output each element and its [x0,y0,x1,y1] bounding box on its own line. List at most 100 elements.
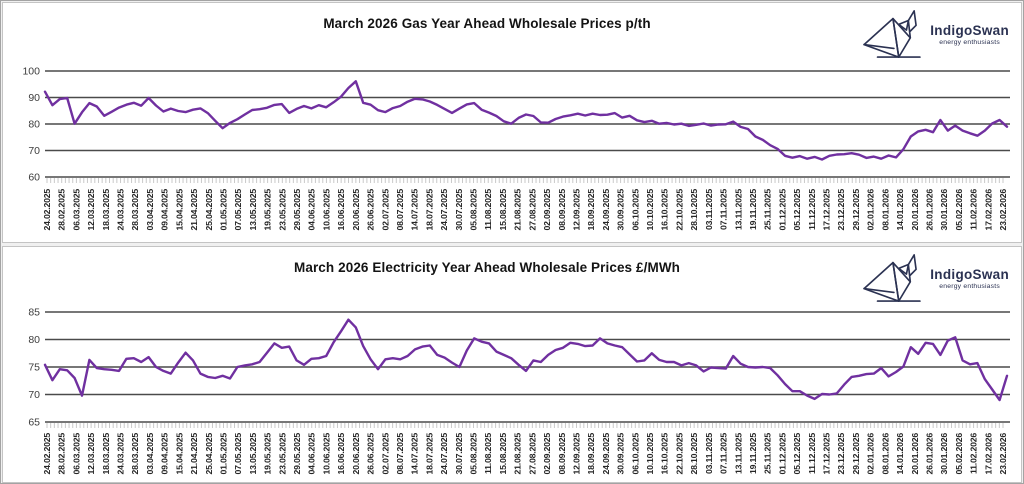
svg-text:09.04.2025: 09.04.2025 [160,189,170,231]
svg-text:16.10.2025: 16.10.2025 [660,433,670,475]
indigoswan-logo: IndigoSwan energy enthusiasts [861,252,1009,304]
svg-text:19.11.2025: 19.11.2025 [748,189,758,230]
y-gridlines [45,311,1010,423]
svg-text:19.11.2025: 19.11.2025 [748,433,758,474]
svg-text:11.02.2026: 11.02.2026 [969,189,979,230]
svg-text:05.02.2026: 05.02.2026 [954,433,964,475]
x-axis-labels: 24.02.2025 28.02.2025 06.03.2025 12.03.2025… [42,433,1008,475]
svg-text:21.08.2025: 21.08.2025 [513,189,523,231]
svg-text:12.03.2025: 12.03.2025 [86,189,96,231]
svg-text:26.06.2025: 26.06.2025 [366,189,376,231]
brand-tagline: energy enthusiasts [939,38,1000,46]
svg-text:05.08.2025: 05.08.2025 [469,189,479,231]
svg-text:02.09.2025: 02.09.2025 [542,433,552,475]
svg-text:27.08.2025: 27.08.2025 [527,189,537,231]
svg-text:18.03.2025: 18.03.2025 [101,433,111,475]
svg-text:11.08.2025: 11.08.2025 [483,433,493,474]
gas-chart-title: March 2026 Gas Year Ahead Wholesale Pric… [323,16,651,31]
svg-text:10.06.2025: 10.06.2025 [321,433,331,475]
svg-text:11.02.2026: 11.02.2026 [969,433,979,474]
svg-text:28.10.2025: 28.10.2025 [689,189,699,231]
svg-text:30.09.2025: 30.09.2025 [616,433,626,475]
svg-text:18.07.2025: 18.07.2025 [424,189,434,231]
svg-text:16.10.2025: 16.10.2025 [660,189,670,231]
electricity-chart-panel: 85 80 75 70 65 24.02.2025 28.02.2025 06.03.2025… [2,246,1022,483]
svg-text:24.03.2025: 24.03.2025 [116,189,126,231]
svg-text:20.06.2025: 20.06.2025 [351,433,361,475]
x-tick-strip [46,423,1004,428]
svg-text:01.05.2025: 01.05.2025 [218,433,228,475]
svg-text:24.02.2025: 24.02.2025 [42,189,52,231]
svg-text:26.01.2026: 26.01.2026 [924,189,934,231]
svg-text:10.06.2025: 10.06.2025 [321,189,331,231]
svg-text:30.07.2025: 30.07.2025 [454,189,464,231]
swan-icon [863,10,921,58]
svg-text:28.02.2025: 28.02.2025 [57,433,67,475]
svg-text:22.10.2025: 22.10.2025 [674,433,684,475]
gas-chart-panel: 100 90 80 70 60 24.02.2025 28.02.2025 06.03.202… [2,2,1022,243]
svg-text:04.06.2025: 04.06.2025 [307,189,317,231]
brand-text: IndigoSwan energy enthusiasts [930,267,1009,290]
svg-text:23.02.2026: 23.02.2026 [998,433,1008,475]
svg-text:24.07.2025: 24.07.2025 [439,189,449,231]
svg-text:13.11.2025: 13.11.2025 [733,433,743,474]
svg-text:18.09.2025: 18.09.2025 [586,189,596,231]
y-gridlines [45,70,1010,178]
svg-text:06.10.2025: 06.10.2025 [630,189,640,231]
svg-text:85: 85 [28,307,40,319]
svg-text:100: 100 [22,66,40,78]
svg-text:24.09.2025: 24.09.2025 [601,189,611,231]
svg-text:03.04.2025: 03.04.2025 [145,433,155,475]
svg-text:10.10.2025: 10.10.2025 [645,433,655,475]
svg-text:26.01.2026: 26.01.2026 [924,433,934,475]
svg-text:21.04.2025: 21.04.2025 [189,433,199,475]
svg-text:28.03.2025: 28.03.2025 [130,189,140,231]
svg-text:20.01.2026: 20.01.2026 [910,189,920,231]
svg-text:02.09.2025: 02.09.2025 [542,189,552,231]
svg-text:25.11.2025: 25.11.2025 [763,189,773,230]
svg-text:18.09.2025: 18.09.2025 [586,433,596,475]
svg-text:30.07.2025: 30.07.2025 [454,433,464,475]
electricity-chart-title: March 2026 Electricity Year Ahead Wholes… [293,260,681,275]
swan-icon [863,254,921,302]
svg-text:01.05.2025: 01.05.2025 [218,189,228,231]
svg-text:17.02.2026: 17.02.2026 [983,189,993,231]
svg-text:17.12.2025: 17.12.2025 [822,433,832,475]
svg-text:04.06.2025: 04.06.2025 [307,433,317,475]
svg-text:29.12.2025: 29.12.2025 [851,189,861,231]
svg-text:25.11.2025: 25.11.2025 [763,433,773,474]
svg-text:06.03.2025: 06.03.2025 [71,189,81,231]
svg-text:08.01.2026: 08.01.2026 [880,189,890,231]
svg-text:29.12.2025: 29.12.2025 [851,433,861,475]
indigoswan-logo: IndigoSwan energy enthusiasts [861,8,1009,60]
svg-text:80: 80 [28,119,40,131]
svg-text:13.11.2025: 13.11.2025 [733,189,743,230]
svg-text:75: 75 [28,362,40,374]
svg-text:19.05.2025: 19.05.2025 [263,189,273,231]
svg-text:14.01.2026: 14.01.2026 [895,433,905,475]
brand-tagline: energy enthusiasts [939,282,1000,290]
svg-text:19.05.2025: 19.05.2025 [263,433,273,475]
svg-text:05.08.2025: 05.08.2025 [469,433,479,475]
svg-text:28.02.2025: 28.02.2025 [57,189,67,231]
svg-text:30.01.2026: 30.01.2026 [939,433,949,475]
svg-text:30.09.2025: 30.09.2025 [616,189,626,231]
svg-text:15.08.2025: 15.08.2025 [498,189,508,231]
electricity-price-line [43,318,1009,402]
svg-text:21.08.2025: 21.08.2025 [513,433,523,475]
svg-text:01.12.2025: 01.12.2025 [777,433,787,475]
svg-text:28.03.2025: 28.03.2025 [130,433,140,475]
svg-text:25.04.2025: 25.04.2025 [204,433,214,475]
svg-text:29.05.2025: 29.05.2025 [292,433,302,475]
svg-text:12.09.2025: 12.09.2025 [571,189,581,231]
svg-text:03.11.2025: 03.11.2025 [704,189,714,230]
svg-text:24.03.2025: 24.03.2025 [116,433,126,475]
svg-text:18.03.2025: 18.03.2025 [101,189,111,231]
svg-text:03.04.2025: 03.04.2025 [145,189,155,231]
svg-text:60: 60 [28,172,40,184]
svg-text:70: 70 [28,145,40,157]
svg-text:12.09.2025: 12.09.2025 [571,433,581,475]
svg-text:25.04.2025: 25.04.2025 [204,189,214,231]
